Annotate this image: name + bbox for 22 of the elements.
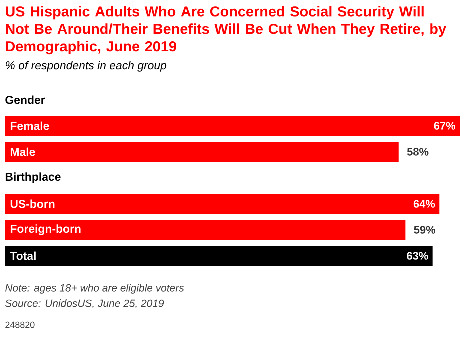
y-tick-label: Male (10, 148, 36, 156)
data-label: 58% (407, 148, 429, 156)
y-tick-label: US-born (10, 200, 55, 208)
bar (5, 194, 440, 214)
y-tick-label: Foreign-born (10, 224, 81, 236)
y-tick-label: Total (10, 252, 36, 260)
chart-subtitle: % of respondents in each group (6, 61, 167, 72)
data-label: 63% (407, 252, 428, 260)
text: 248820 (6, 322, 35, 328)
y-tick-label: Female (10, 122, 50, 130)
bar (5, 220, 406, 240)
y-tick-label: Gender (6, 96, 46, 104)
bar (5, 116, 460, 136)
chart-title: US Hispanic Adults Who Are Concerned Social Security Will Not Be Around/Their Benefits Will Be Cut When They Retire, by Demographic, June 2019 (6, 6, 446, 55)
data-label: 59% (414, 226, 436, 234)
y-tick-label: Birthplace (6, 172, 61, 184)
text: Note: ages 18+ who are eligible voters (6, 284, 184, 294)
data-label: 64% (414, 200, 436, 208)
source-note: Source: UnidosUS, June 25, 2019 (5, 300, 164, 308)
bar (5, 246, 433, 266)
data-label: 67% (434, 122, 456, 130)
bar (5, 142, 399, 162)
